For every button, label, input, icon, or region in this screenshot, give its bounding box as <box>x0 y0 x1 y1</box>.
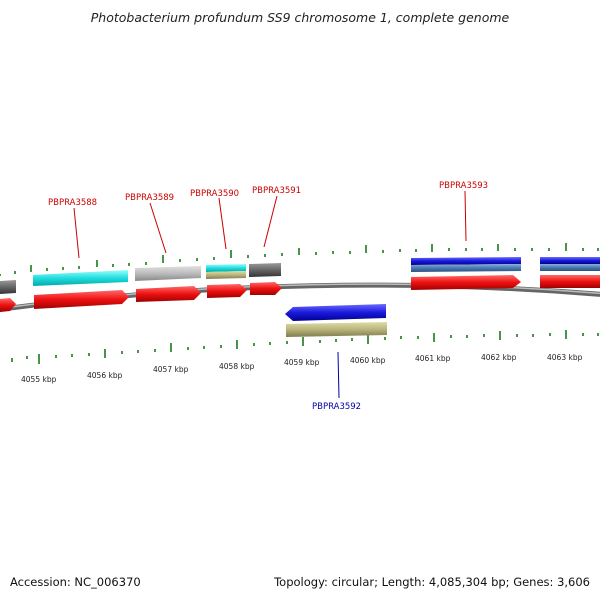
gene-feature-upper[interactable] <box>411 264 521 272</box>
cds-arrow-forward[interactable] <box>411 275 521 290</box>
map-title: Photobacterium profundum SS9 chromosome … <box>90 10 510 25</box>
axis-label: 4056 kbp <box>87 371 123 380</box>
axis-label: 4060 kbp <box>350 356 386 365</box>
gene-feature-upper[interactable] <box>0 280 16 294</box>
axis-label: 4062 kbp <box>481 353 517 362</box>
cds-arrow-reverse[interactable] <box>285 304 386 321</box>
gene-feature-upper[interactable] <box>33 270 128 286</box>
forward-feature-row-upper <box>0 257 600 294</box>
genome-summary-text: Topology: circular; Length: 4,085,304 bp… <box>274 575 590 589</box>
cds-arrow-forward[interactable] <box>250 282 282 295</box>
gene-feature-upper[interactable] <box>540 264 600 271</box>
lower-tick-arc <box>11 330 599 364</box>
axis-label: 4058 kbp <box>219 362 255 371</box>
gene-label[interactable]: PBPRA3590 <box>190 189 239 199</box>
axis-label: 4061 kbp <box>415 354 451 363</box>
gene-label[interactable]: PBPRA3591 <box>252 186 301 196</box>
axis-labels: 4055 kbp 4056 kbp 4057 kbp 4058 kbp 4059… <box>21 353 583 384</box>
gene-labels: PBPRA3588 PBPRA3589 PBPRA3590 PBPRA3591 … <box>48 181 488 412</box>
axis-label: 4055 kbp <box>21 375 57 384</box>
reverse-feature-row <box>285 304 387 337</box>
gene-label[interactable]: PBPRA3588 <box>48 198 97 208</box>
accession-text: Accession: NC_006370 <box>10 575 141 589</box>
gene-feature-upper[interactable] <box>411 257 521 265</box>
forward-cds-row <box>0 275 600 312</box>
gene-label[interactable]: PBPRA3592 <box>312 402 361 412</box>
cds-arrow-forward[interactable] <box>34 290 129 309</box>
cds-arrow-forward[interactable] <box>0 298 16 312</box>
gene-feature-upper[interactable] <box>249 263 281 277</box>
axis-label: 4057 kbp <box>153 365 189 374</box>
gene-feature-upper[interactable] <box>540 257 600 264</box>
cds-arrow-forward[interactable] <box>207 284 247 298</box>
gene-feature-upper[interactable] <box>206 271 246 279</box>
cds-arrow-forward[interactable] <box>136 286 201 302</box>
gene-label[interactable]: PBPRA3589 <box>125 193 174 203</box>
axis-label: 4063 kbp <box>547 353 583 362</box>
upper-tick-arc <box>0 243 599 276</box>
gene-feature-upper[interactable] <box>206 264 246 272</box>
axis-label: 4059 kbp <box>284 358 320 367</box>
gene-feature-reverse[interactable] <box>286 322 387 337</box>
cds-arrow-forward[interactable] <box>540 275 600 288</box>
gene-label[interactable]: PBPRA3593 <box>439 181 488 191</box>
gene-feature-upper[interactable] <box>135 266 201 281</box>
label-leaders <box>73 190 467 399</box>
